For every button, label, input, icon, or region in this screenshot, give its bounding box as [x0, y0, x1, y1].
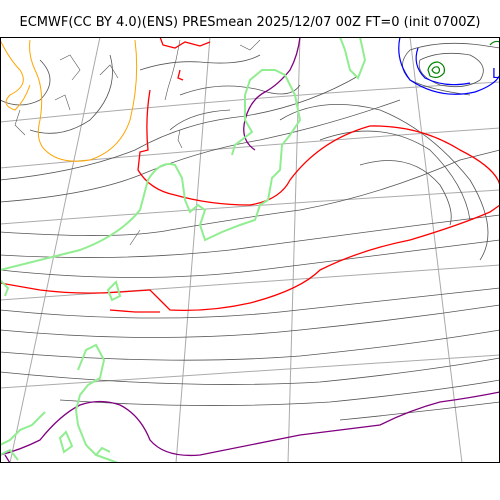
- graticule: [0, 37, 500, 463]
- coastlines: [0, 37, 367, 463]
- low-pressure-label: L: [492, 67, 500, 82]
- pressure-map: L: [0, 37, 500, 463]
- contour-orange: [0, 39, 138, 162]
- contour-purple: [0, 37, 500, 463]
- coastline-fine-outline: [14, 39, 261, 246]
- isobars: [0, 42, 500, 421]
- contour-red: [0, 37, 500, 313]
- contour-blue: [398, 37, 500, 95]
- map-title: ECMWF(CC BY 4.0)(ENS) PRESmean 2025/12/0…: [19, 15, 481, 30]
